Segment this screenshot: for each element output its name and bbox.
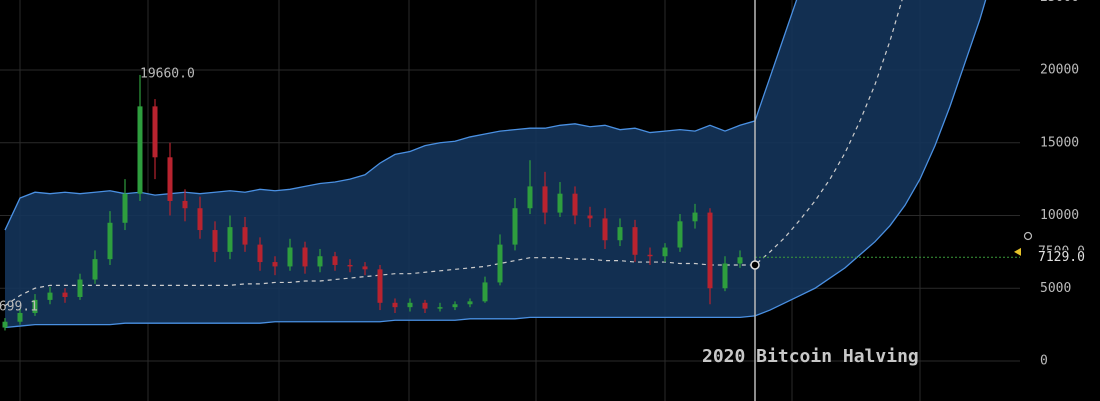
upper-band — [4, 0, 798, 231]
last-price-bg — [1034, 250, 1094, 265]
candle-body — [137, 106, 143, 194]
candle-body — [512, 208, 518, 245]
candle-body — [62, 292, 68, 297]
candle-body — [422, 302, 428, 309]
candle-body — [722, 263, 728, 289]
candle-body — [332, 256, 338, 265]
candle-body — [407, 302, 413, 308]
candle-body — [317, 256, 323, 267]
y-tick-label: 25000 — [1040, 0, 1079, 5]
candle-body — [737, 257, 743, 264]
candle-body — [77, 279, 83, 297]
last-price-label: 7129.0 — [1038, 250, 1085, 265]
event-marker — [750, 260, 760, 270]
candle-body — [227, 227, 233, 252]
low-label: 3699.1 — [0, 300, 38, 315]
candle-body — [362, 266, 368, 270]
candle-body — [122, 193, 128, 223]
candle-body — [392, 302, 398, 308]
candle-body — [452, 304, 458, 308]
candle-body — [542, 186, 548, 213]
y-tick-label: 15000 — [1040, 135, 1079, 150]
candle-body — [167, 157, 173, 201]
candle-body — [617, 227, 623, 241]
candle-body — [467, 301, 473, 305]
candle-body — [662, 247, 668, 257]
candle-body — [527, 186, 533, 209]
candle-body — [497, 244, 503, 283]
candle-body — [557, 193, 563, 213]
plot-area — [0, 0, 1020, 401]
candle-body — [377, 269, 383, 303]
candle-body — [257, 244, 263, 263]
candle-body — [692, 212, 698, 222]
candle-body — [242, 227, 248, 245]
y-tick-label: 10000 — [1040, 208, 1079, 223]
candle-body — [602, 218, 608, 241]
candle-body — [707, 212, 713, 289]
alert-icon — [1023, 231, 1033, 241]
candle-body — [197, 208, 203, 231]
candle-body — [17, 312, 23, 322]
candle-body — [632, 227, 638, 255]
candle-body — [212, 230, 218, 252]
y-tick-label: 20000 — [1040, 63, 1079, 78]
candle-body — [107, 222, 113, 260]
candle-body — [572, 193, 578, 216]
candle-body — [152, 106, 158, 158]
candle-body — [32, 299, 38, 313]
candle-body — [302, 247, 308, 267]
candle-body — [272, 262, 278, 267]
candle-body — [2, 321, 8, 328]
candle-body — [437, 307, 443, 309]
candle-body — [287, 247, 293, 267]
y-tick-label: 0 — [1040, 354, 1048, 369]
high-label: 19660.0 — [140, 66, 195, 81]
other-price-marker — [1014, 247, 1021, 256]
candle-body — [182, 200, 188, 209]
candle-body — [677, 221, 683, 248]
lower-band — [4, 0, 987, 329]
y-tick-label: 5000 — [1040, 281, 1071, 296]
candle-body — [347, 264, 353, 267]
candle-body — [482, 282, 488, 302]
candle-body — [47, 292, 53, 300]
candle-body — [587, 215, 593, 219]
candle-body — [647, 254, 653, 257]
event-label: 2020 Bitcoin Halving — [702, 346, 919, 367]
candle-body — [92, 259, 98, 280]
band-fill — [5, 0, 986, 328]
